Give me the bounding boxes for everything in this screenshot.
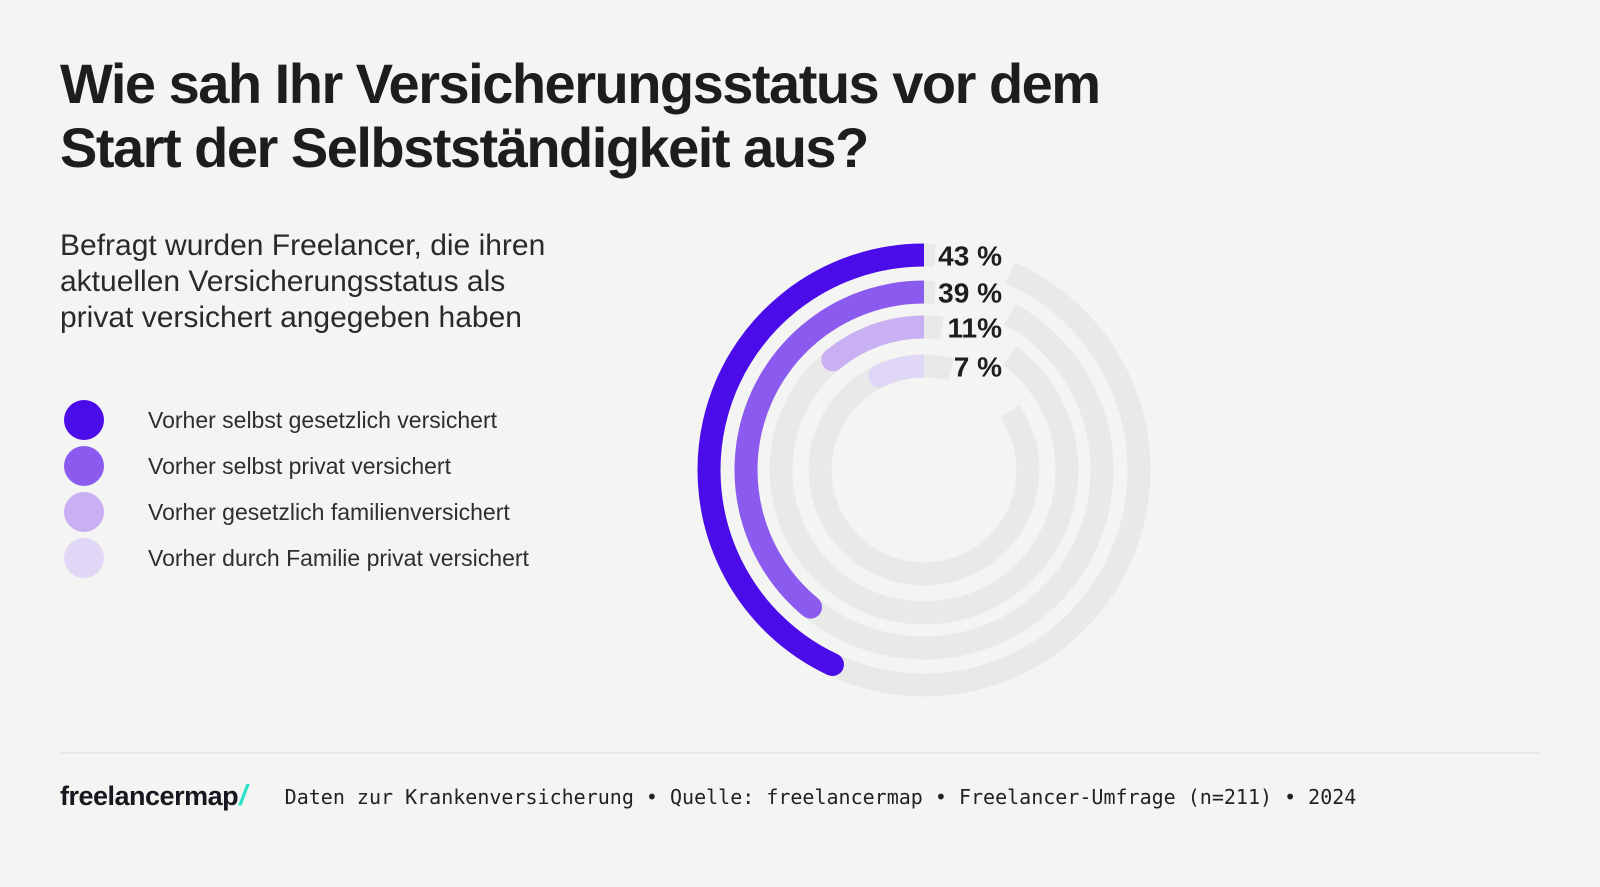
ring-value-label-2: 11% [948, 313, 1003, 344]
legend-item: Vorher durch Familie privat versichert [64, 535, 529, 581]
chart-subtitle-line-3: privat versichert angegeben haben [60, 301, 522, 334]
ring-value-arc-1 [734, 280, 925, 617]
freelancermap-logo: freelancermap/ [60, 780, 247, 813]
logo-wordmark: freelancermap [60, 781, 239, 811]
page-title: Wie sah Ihr Versicherungsstatus vor dem … [60, 52, 1101, 180]
legend-item-label: Vorher selbst gesetzlich versichert [148, 406, 497, 433]
ring-label-gap-2 [939, 314, 1019, 368]
footer-divider [60, 752, 1540, 754]
ring-value-label-1: 39 % [938, 278, 1002, 309]
footer: freelancermap/ Daten zur Krankenversiche… [60, 780, 1550, 813]
ring-label-gap-3 [946, 356, 1022, 420]
legend-item: Vorher gesetzlich familienversichert [64, 489, 529, 535]
ring-arc-endcap-0 [820, 653, 844, 677]
chart-subtitle-line-1: Befragt wurden Freelancer, die ihren [60, 229, 546, 262]
legend-item: Vorher selbst gesetzlich versichert [64, 397, 529, 443]
legend-item-label: Vorher durch Familie privat versichert [148, 544, 529, 571]
ring-value-arc-2 [825, 315, 925, 369]
radial-rings-svg: 43 % 39 % 11% 7 % [697, 241, 1151, 697]
footer-source-text: Daten zur Krankenversicherung • Quelle: … [284, 784, 1357, 809]
ring-value-arc-0 [697, 243, 925, 675]
legend-item-label: Vorher selbst privat versichert [148, 452, 451, 479]
ring-label-gap-1 [933, 278, 1017, 327]
ring-arc-endcap-3 [868, 364, 892, 388]
radial-rings-chart: 43 % 39 % 11% 7 % [664, 210, 1184, 730]
chart-subtitle: Befragt wurden Freelancer, die ihren akt… [60, 228, 545, 336]
ring-arc-endcap-2 [821, 348, 845, 372]
legend-item-label: Vorher gesetzlich familienversichert [148, 498, 510, 525]
ring-value-label-3: 7 % [954, 352, 1002, 383]
chart-legend: Vorher selbst gesetzlich versichert Vorh… [64, 397, 529, 581]
page-title-line-1: Wie sah Ihr Versicherungsstatus vor dem [60, 52, 1101, 115]
legend-dot-icon [64, 446, 104, 486]
legend-item: Vorher selbst privat versichert [64, 443, 529, 489]
logo-slash-icon: / [239, 780, 247, 812]
legend-dot-icon [64, 492, 104, 532]
legend-dot-icon [64, 538, 104, 578]
page-title-line-2: Start der Selbstständigkeit aus? [60, 116, 869, 179]
chart-subtitle-line-2: aktuellen Versicherungsstatus als [60, 265, 506, 298]
ring-value-label-0: 43 % [938, 241, 1002, 272]
ring-arc-endcap-1 [799, 595, 823, 619]
legend-dot-icon [64, 400, 104, 440]
ring-label-gap-0 [933, 241, 1016, 286]
